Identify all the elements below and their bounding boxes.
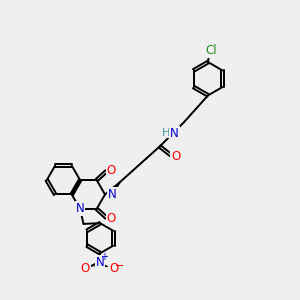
Text: O: O bbox=[171, 150, 181, 163]
Text: +: + bbox=[100, 252, 108, 262]
Text: O: O bbox=[107, 164, 116, 177]
Text: N: N bbox=[108, 188, 117, 201]
Text: O: O bbox=[110, 262, 118, 275]
Text: N: N bbox=[96, 256, 104, 269]
Text: −: − bbox=[115, 261, 125, 271]
Text: N: N bbox=[170, 127, 179, 140]
Text: N: N bbox=[76, 202, 84, 215]
Text: Cl: Cl bbox=[205, 44, 217, 57]
Text: O: O bbox=[107, 212, 116, 225]
Text: H: H bbox=[162, 128, 170, 138]
Text: O: O bbox=[81, 262, 90, 275]
